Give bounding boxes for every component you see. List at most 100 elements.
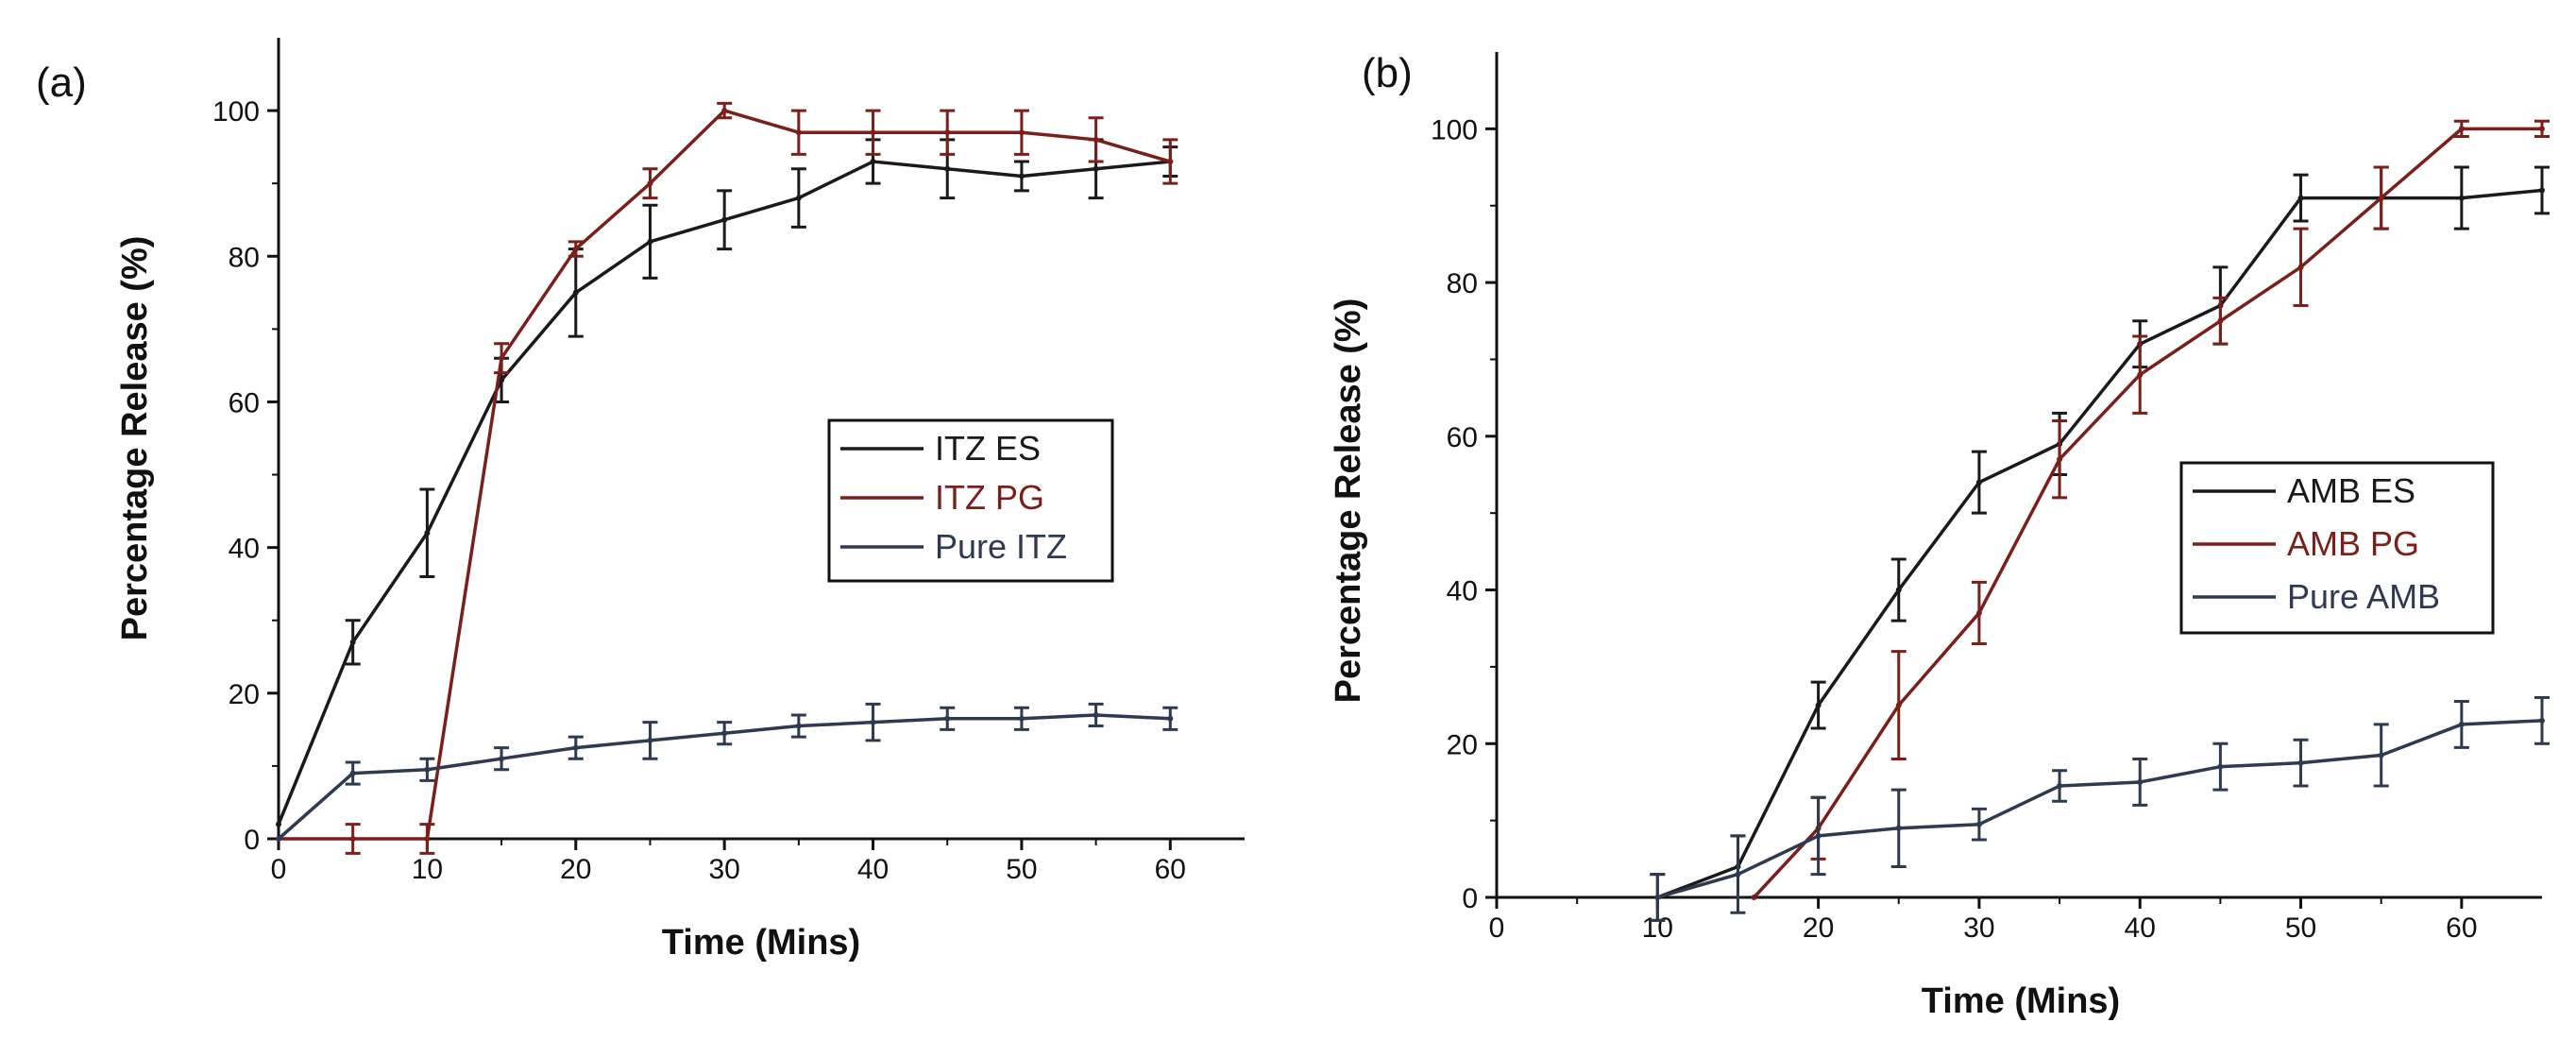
series-pure-itz (276, 702, 1178, 842)
panel-b-y-label: Percentage Release (%) (1329, 298, 1368, 704)
data-point-amb-pg (2057, 456, 2063, 463)
panel-b-x-tick-label: 0 (1489, 912, 1505, 944)
data-point-amb-es (2458, 195, 2465, 201)
data-point-itz-pg (721, 108, 728, 114)
data-point-itz-pg (870, 129, 876, 136)
panel-a-legend: ITZ ES ITZ PG Pure ITZ (827, 418, 1114, 583)
data-point-itz-es (944, 165, 951, 172)
data-point-pure-itz (1018, 715, 1025, 722)
panel-b-series (1650, 119, 2550, 922)
panel-a-y-tick-label: 60 (229, 387, 260, 418)
panel-a-y-tick-label: 80 (229, 242, 260, 273)
data-point-itz-pg (572, 246, 579, 252)
data-point-amb-pg (2378, 195, 2384, 201)
data-point-itz-es (721, 216, 728, 223)
panel-b-label: (b) (1362, 50, 1413, 96)
data-point-itz-pg (1018, 129, 1025, 136)
legend-entry-itz-pg: ITZ PG (840, 478, 1044, 517)
data-point-itz-es (499, 377, 505, 384)
data-point-pure-itz (572, 744, 579, 751)
series-pure-amb (1650, 695, 2550, 922)
panel-b-legend: AMB ES AMB PG Pure AMB (2179, 461, 2495, 635)
data-point-amb-pg (2217, 317, 2224, 324)
panel-b-x-tick-label: 60 (2446, 912, 2477, 944)
panel-a-x-tick-label: 0 (271, 854, 287, 885)
panel-b-y-tick-label: 20 (1447, 729, 1478, 760)
data-point-pure-amb (2057, 783, 2063, 790)
data-point-amb-es (1895, 587, 1902, 593)
panel-a: (a) 0 10 20 30 40 50 60 0 20 40 60 80 100 Time (Min… (36, 38, 1245, 963)
data-point-itz-es (424, 530, 431, 537)
panel-a-y-tick-label: 40 (229, 534, 260, 565)
data-point-pure-itz (499, 756, 505, 762)
panel-b-y-tick-label: 80 (1447, 268, 1478, 299)
panel-b-x-tick-label: 50 (2285, 912, 2316, 944)
panel-a-axes (277, 38, 1245, 841)
data-point-pure-amb (1815, 832, 1822, 839)
panel-a-y-tick-label: 20 (229, 679, 260, 710)
data-point-pure-itz (721, 730, 728, 737)
data-point-amb-pg (2539, 126, 2545, 132)
series-line-amb-es (1656, 188, 2543, 899)
data-point-amb-es (2539, 187, 2545, 194)
data-point-pure-amb (1975, 821, 1982, 827)
data-point-itz-es (349, 639, 356, 645)
data-point-amb-pg (2297, 264, 2304, 270)
data-point-itz-es (1018, 173, 1025, 179)
panel-a-x-tick-label: 40 (857, 854, 889, 885)
legend-entry-pure-amb: Pure AMB (2193, 577, 2440, 616)
data-point-amb-pg (2458, 126, 2465, 132)
data-point-pure-amb (2217, 763, 2224, 770)
data-point-pure-amb (2539, 717, 2545, 724)
data-point-pure-itz (349, 770, 356, 776)
data-point-pure-itz (795, 723, 802, 729)
panel-a-x-tick-label: 60 (1155, 854, 1186, 885)
panel-b-x-tick-label: 30 (1963, 912, 1994, 944)
data-point-itz-pg (795, 129, 802, 136)
data-point-amb-es (1815, 702, 1822, 708)
data-point-pure-itz (944, 715, 951, 722)
data-point-pure-amb (2378, 752, 2384, 759)
data-point-pure-amb (1654, 895, 1661, 900)
data-point-itz-pg (349, 836, 356, 842)
data-point-pure-amb (1735, 871, 1741, 878)
data-point-pure-amb (1895, 825, 1902, 831)
data-point-itz-pg (1093, 136, 1099, 143)
data-point-itz-es (1093, 165, 1099, 172)
legend-entry-amb-pg: AMB PG (2193, 524, 2419, 563)
panel-b-x-label: Time (Mins) (1922, 981, 2120, 1021)
data-point-itz-es (870, 159, 876, 165)
panel-b-y-tick-label: 40 (1447, 576, 1478, 607)
legend-label-amb-es: AMB ES (2287, 471, 2415, 510)
panel-a-y-label: Percentage Release (%) (115, 236, 155, 641)
panel-b-y-tick-label: 0 (1462, 883, 1478, 914)
data-point-itz-pg (499, 355, 505, 362)
legend-entry-pure-itz: Pure ITZ (840, 527, 1067, 566)
legend-label-itz-pg: ITZ PG (935, 478, 1044, 517)
panel-a-x-tick-label: 30 (708, 854, 739, 885)
panel-a-x-tick-label: 50 (1006, 854, 1037, 885)
data-point-pure-itz (276, 836, 281, 842)
panel-b-y-tick-label: 100 (1431, 114, 1478, 145)
legend-entry-itz-es: ITZ ES (840, 429, 1041, 468)
panel-b-x-tick-label: 40 (2125, 912, 2156, 944)
data-point-itz-es (647, 238, 653, 245)
data-point-pure-itz (647, 737, 653, 743)
panel-a-label: (a) (36, 60, 87, 106)
data-point-itz-es (276, 821, 281, 827)
data-point-amb-pg (1751, 895, 1757, 900)
panel-a-y-ticks: 0 20 40 60 80 100 (212, 96, 279, 856)
data-point-itz-pg (1167, 159, 1174, 165)
legend-label-amb-pg: AMB PG (2287, 524, 2419, 563)
panel-a-y-tick-label: 100 (212, 96, 260, 128)
panel-b-axes (1495, 52, 2542, 899)
data-point-pure-amb (2137, 778, 2144, 785)
panel-a-x-tick-label: 10 (412, 854, 443, 885)
panel-b-y-ticks: 0 20 40 60 80 100 (1431, 114, 1497, 914)
legend-entry-amb-es: AMB ES (2193, 471, 2415, 510)
legend-label-pure-amb: Pure AMB (2287, 577, 2440, 616)
data-point-pure-itz (1093, 711, 1099, 718)
data-point-itz-pg (647, 180, 653, 187)
